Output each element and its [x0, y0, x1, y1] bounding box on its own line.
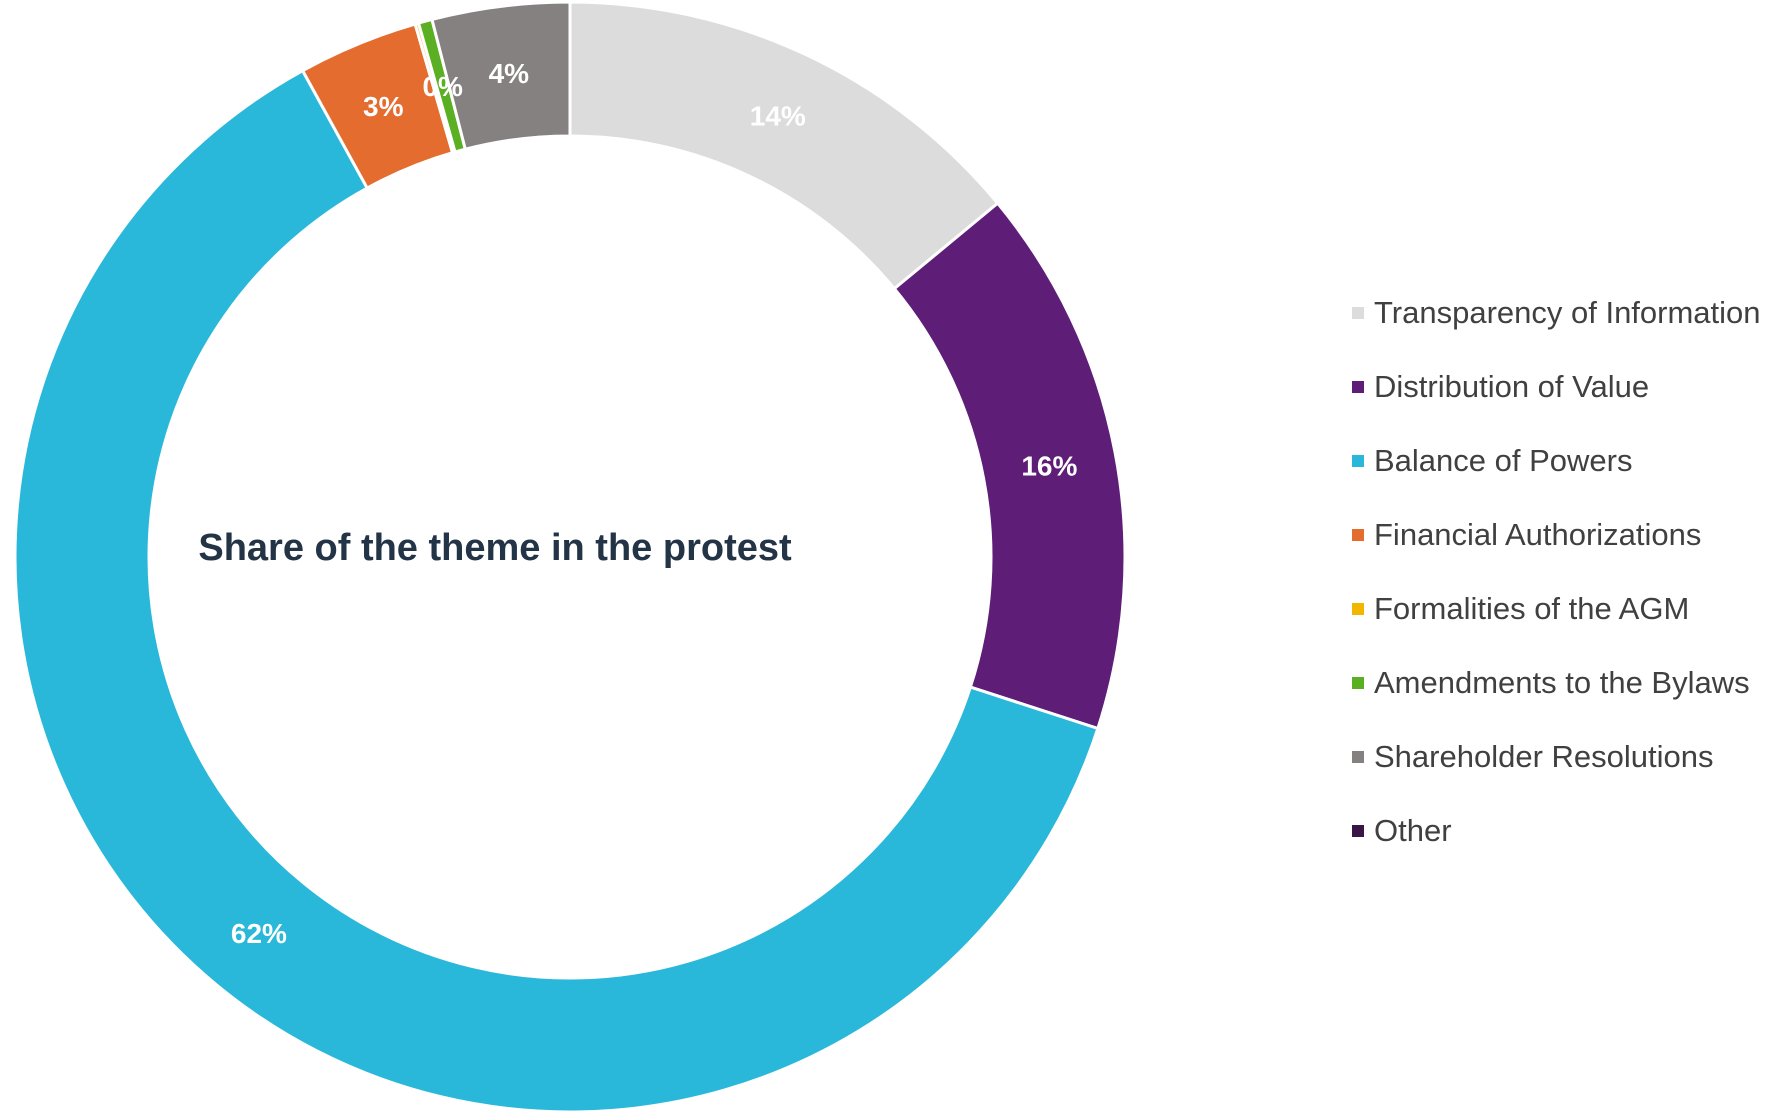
- data-label-shareholder-resolutions: 4%: [489, 58, 530, 89]
- data-label-transparency-of-information: 14%: [750, 100, 806, 131]
- legend-item-balance-of-powers: Balance of Powers: [1352, 424, 1782, 498]
- slice-transparency-of-information: [568, 0, 1000, 291]
- donut-slices: [13, 0, 1127, 1111]
- data-label-financial-authorizations: 3%: [363, 91, 404, 122]
- slice-balance-of-powers: [13, 68, 1100, 1111]
- legend-swatch: [1352, 307, 1364, 319]
- legend-swatch: [1352, 529, 1364, 541]
- legend-label: Amendments to the Bylaws: [1374, 665, 1750, 700]
- legend-label: Balance of Powers: [1374, 443, 1633, 478]
- legend-swatch: [1352, 825, 1364, 837]
- legend-item-other: Other: [1352, 794, 1782, 868]
- legend-label: Shareholder Resolutions: [1374, 739, 1714, 774]
- legend-item-distribution-of-value: Distribution of Value: [1352, 350, 1782, 424]
- legend-item-amendments-to-the-bylaws: Amendments to the Bylaws: [1352, 646, 1782, 720]
- legend-label: Financial Authorizations: [1374, 517, 1702, 552]
- legend-swatch: [1352, 455, 1364, 467]
- legend-label: Transparency of Information: [1374, 295, 1761, 330]
- legend-item-shareholder-resolutions: Shareholder Resolutions: [1352, 720, 1782, 794]
- legend-label: Distribution of Value: [1374, 369, 1650, 404]
- data-labels: 14% 16% 62% 3% 0% 4%: [231, 58, 1078, 949]
- legend-item-formalities-of-the-agm: Formalities of the AGM: [1352, 572, 1782, 646]
- legend-swatch: [1352, 603, 1364, 615]
- legend-item-financial-authorizations: Financial Authorizations: [1352, 498, 1782, 572]
- chart-legend: Transparency of Information Distribution …: [1352, 276, 1782, 868]
- data-label-distribution-of-value: 16%: [1021, 451, 1077, 482]
- slice-distribution-of-value: [892, 201, 1127, 731]
- legend-swatch: [1352, 381, 1364, 393]
- legend-item-transparency-of-information: Transparency of Information: [1352, 276, 1782, 350]
- legend-label: Formalities of the AGM: [1374, 591, 1690, 626]
- legend-swatch: [1352, 751, 1364, 763]
- slice-shareholder-resolutions: [430, 0, 572, 152]
- data-label-balance-of-powers: 62%: [231, 918, 287, 949]
- legend-label: Other: [1374, 813, 1452, 848]
- chart-title: Share of the theme in the protest: [198, 527, 792, 569]
- data-label-amendments-to-the-bylaws: 0%: [422, 71, 463, 102]
- legend-swatch: [1352, 677, 1364, 689]
